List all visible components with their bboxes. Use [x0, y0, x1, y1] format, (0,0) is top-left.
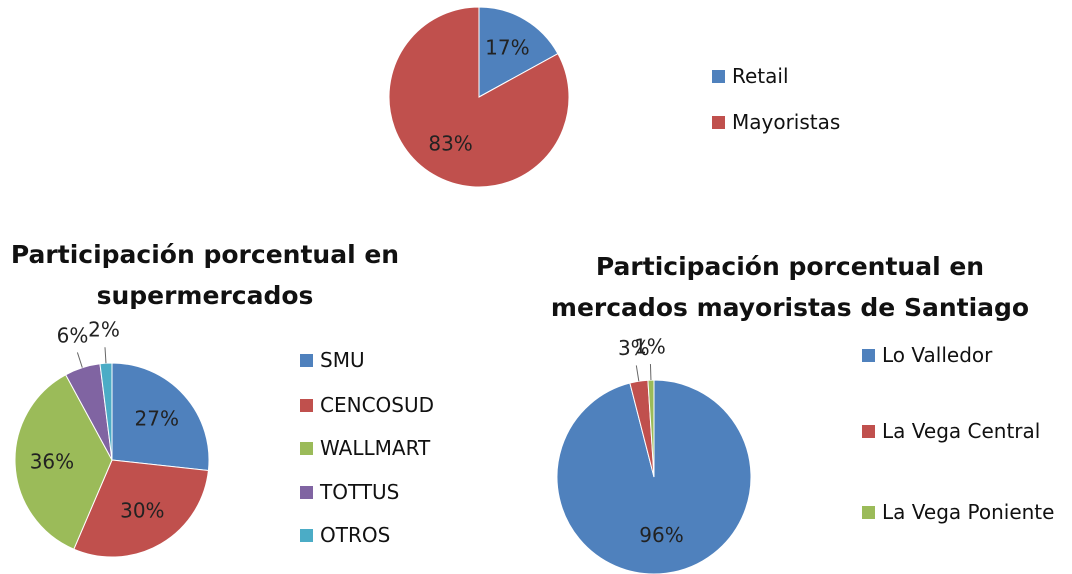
- legend-swatch: [300, 442, 313, 455]
- legend-swatch: [712, 116, 725, 129]
- legend-label: La Vega Central: [882, 419, 1041, 443]
- legend-label: SMU: [320, 348, 365, 372]
- legend-swatch: [862, 425, 875, 438]
- pie-slice: [111, 362, 210, 472]
- data-label: 36%: [30, 449, 74, 473]
- data-label: 6%: [57, 324, 89, 348]
- legend-swatch: [862, 349, 875, 362]
- legend-swatch: [712, 70, 725, 83]
- legend-label: WALLMART: [320, 436, 431, 460]
- leader-line: [76, 352, 83, 368]
- legend-swatch: [300, 486, 313, 499]
- legend-label: Retail: [732, 64, 789, 88]
- data-label: 3%: [618, 336, 650, 360]
- data-label: 1%: [634, 335, 666, 359]
- data-label: 30%: [120, 498, 164, 522]
- pie-slice: [99, 362, 113, 461]
- legend-swatch: [862, 506, 875, 519]
- data-label: 2%: [88, 318, 120, 342]
- pie-slice: [73, 459, 209, 558]
- legend-label: CENCOSUD: [320, 393, 435, 417]
- legend-swatch: [300, 399, 313, 412]
- pie-slice: [556, 379, 752, 574]
- legend-label: La Vega Poniente: [882, 500, 1055, 524]
- leader-line: [649, 364, 652, 381]
- data-label: 83%: [428, 132, 472, 156]
- chart-title: Participación porcentual en supermercado…: [10, 240, 400, 310]
- leader-line: [635, 365, 640, 382]
- legend-swatch: [300, 354, 313, 367]
- legend-label: Lo Valledor: [882, 343, 993, 367]
- leader-line: [104, 347, 107, 364]
- chart-title: Participación porcentual en mercados may…: [550, 252, 1030, 322]
- data-label: 17%: [485, 35, 529, 59]
- legend-label: OTROS: [320, 523, 391, 547]
- data-label: 96%: [639, 523, 683, 547]
- legend-label: TOTTUS: [320, 480, 400, 504]
- data-label: 27%: [135, 406, 179, 430]
- legend-swatch: [300, 529, 313, 542]
- pie-slice: [14, 374, 113, 550]
- legend-label: Mayoristas: [732, 110, 841, 134]
- pie-slice: [478, 6, 559, 98]
- pie-slice: [388, 6, 570, 188]
